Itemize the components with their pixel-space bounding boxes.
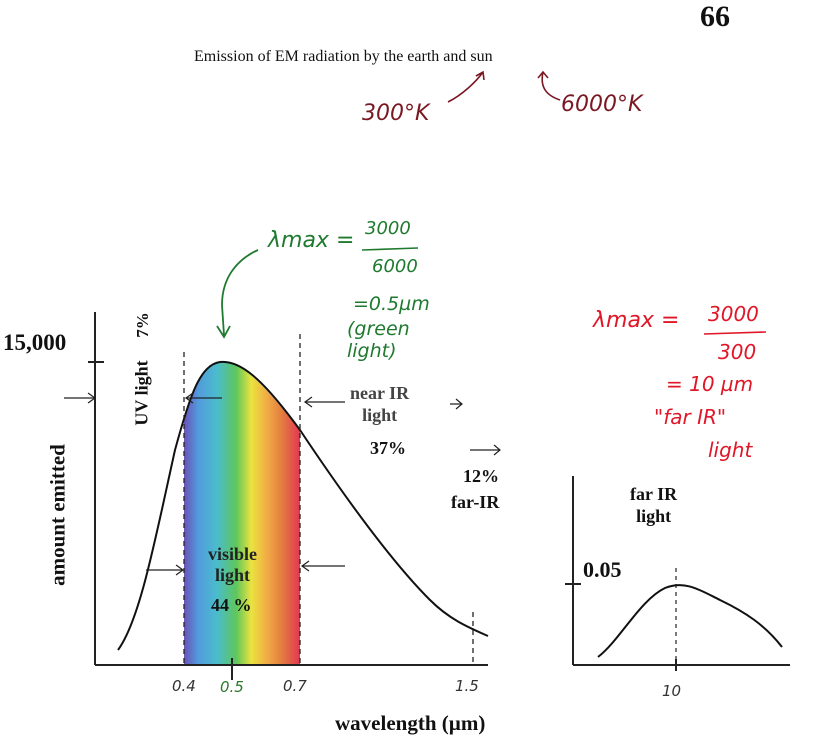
uv-percent: 7% <box>133 312 152 338</box>
visible-light-label: visible light <box>208 544 257 586</box>
sun-denominator: 6000 <box>372 256 418 277</box>
x-tick-label-04: 0.4 <box>172 677 196 695</box>
red-fraction-bar <box>703 331 767 335</box>
x-tick-label-15: 1.5 <box>455 677 479 695</box>
earth-emission-curve <box>597 584 783 658</box>
visible-label-line2: light <box>215 565 251 585</box>
earth-lambda-max: λmax = <box>593 308 680 333</box>
sun-green-light-note: (green light) <box>347 318 410 362</box>
y-max-label: 15,000 <box>3 330 67 355</box>
earth-light-note: light <box>708 438 753 462</box>
visible-label-line1: visible <box>208 544 258 564</box>
arrow-300k <box>447 70 485 103</box>
right-x-tick-label: 10 <box>662 682 682 700</box>
right-y-max-label: 0.05 <box>583 557 622 582</box>
sun-temp-note: 6000°K <box>561 92 643 117</box>
x-tick-label-05: 0.5 <box>220 678 244 696</box>
right-label-line1: far IR <box>630 484 678 504</box>
arrows <box>64 392 501 576</box>
green-fraction-bar <box>361 247 419 251</box>
visible-spectrum-band <box>184 361 300 666</box>
earth-far-ir-note: "far IR" <box>654 405 727 429</box>
earth-denominator: 300 <box>718 340 757 364</box>
sun-paren-line2: light) <box>347 340 397 362</box>
visible-percent: 44 % <box>211 595 252 615</box>
sun-lambda-max: λmax = <box>268 228 355 253</box>
earth-temp-note: 300°K <box>362 101 430 126</box>
sun-result: =0.5µm <box>353 293 430 315</box>
uv-light-label: UV light <box>131 360 152 426</box>
y-axis-label: amount emitted <box>45 444 70 586</box>
x-axis-label: wavelength (µm) <box>335 711 486 735</box>
green-arrow <box>216 249 259 339</box>
far-ir-word: far-IR <box>451 492 500 512</box>
near-ir-label: near IR light <box>350 382 409 426</box>
far-ir-percent: 12% <box>463 466 499 486</box>
near-ir-label-line1: near IR <box>350 383 410 403</box>
page-number: 66 <box>700 0 730 33</box>
page-title: Emission of EM radiation by the earth an… <box>194 48 493 65</box>
sun-numerator: 3000 <box>365 218 411 239</box>
sun-emission-curve <box>117 360 489 651</box>
sun-paren-line1: (green <box>347 318 410 340</box>
earth-result: = 10 µm <box>666 372 754 396</box>
right-graph-label: far IR light <box>630 483 677 527</box>
right-label-line2: light <box>636 506 672 526</box>
earth-numerator: 3000 <box>708 302 759 326</box>
near-ir-percent: 37% <box>370 438 406 458</box>
near-ir-label-line2: light <box>362 405 398 425</box>
arrow-6000k <box>537 70 561 101</box>
x-tick-label-07: 0.7 <box>283 677 307 695</box>
